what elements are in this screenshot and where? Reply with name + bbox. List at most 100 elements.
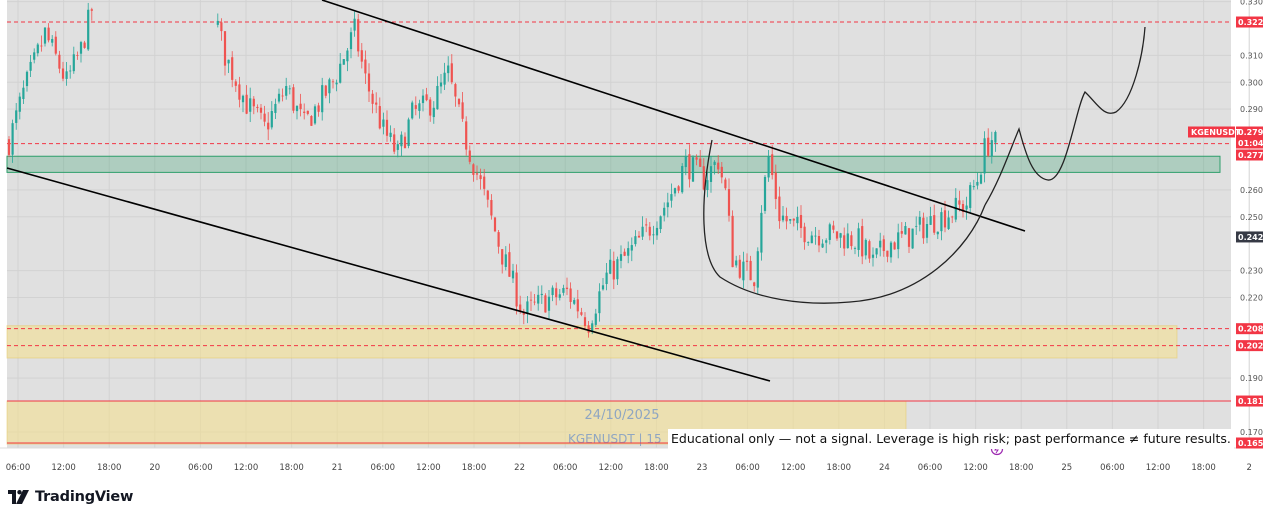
cup-curve[interactable]: [703, 139, 986, 304]
candle-down: [717, 162, 720, 170]
x-tick-label: 06:00: [735, 463, 760, 473]
candle-up: [684, 155, 687, 168]
candle-down: [267, 122, 270, 130]
candle-up: [609, 259, 612, 274]
candle-up: [655, 227, 659, 236]
candle-down: [497, 232, 500, 247]
candle-up: [573, 300, 576, 304]
candle-down: [245, 94, 248, 114]
lower-trendline[interactable]: [6, 167, 771, 382]
candle-up: [22, 87, 25, 100]
x-tick-label: 06:00: [6, 463, 31, 473]
candle-down: [861, 226, 864, 257]
resistance-zone[interactable]: [6, 155, 1221, 173]
candle-up: [241, 95, 245, 103]
candle-down: [738, 259, 741, 278]
candle-down: [576, 299, 579, 312]
candle-up: [976, 181, 979, 186]
candle-down: [375, 102, 378, 105]
candle-up: [349, 32, 353, 50]
x-axis: 06:00 12:00 18:00 20 06:00 12:00 18:00 21 06:00 1…: [6, 463, 1252, 473]
candle-up: [789, 219, 792, 221]
candle-down: [720, 166, 723, 178]
y-tick-label: 0.230: [1240, 267, 1263, 276]
candle-down: [533, 301, 536, 303]
upper-trendline[interactable]: [321, 0, 1026, 232]
candle-down: [331, 81, 335, 83]
x-tick-label: 12:00: [963, 463, 988, 473]
price-tag-text: 01:04: [1238, 139, 1263, 148]
watermark-symbol: KGENUSDT | 15: [568, 432, 662, 446]
candle-down: [450, 63, 453, 83]
candle-up: [335, 82, 338, 85]
y-tick-label: 0.220: [1240, 293, 1263, 302]
x-tick-label: 18:00: [97, 463, 122, 473]
x-tick-label: 06:00: [918, 463, 943, 473]
candle-up: [29, 61, 32, 71]
price-tag-0.2084: [1236, 323, 1263, 335]
candle-up: [767, 156, 770, 178]
candle-down: [508, 252, 511, 277]
candle-down: [688, 154, 691, 180]
candle-down: [252, 98, 255, 107]
candle-up: [504, 254, 507, 267]
candle-up: [396, 144, 399, 150]
price-tag-0.1659: [1236, 437, 1263, 449]
candle-down: [555, 288, 558, 298]
candle-up: [875, 248, 878, 255]
candle-down: [468, 150, 471, 162]
candle-up: [389, 132, 392, 138]
candle-down: [587, 325, 590, 333]
candle-up: [598, 291, 601, 314]
x-tick-label: 06:00: [1100, 463, 1125, 473]
candle-up: [871, 254, 875, 258]
projection-curve[interactable]: [984, 26, 1146, 206]
price-tag-text: 0.2425: [1238, 233, 1263, 242]
candle-up: [742, 261, 745, 281]
candle-up: [511, 270, 515, 279]
x-tick-label: 06:00: [188, 463, 213, 473]
candle-down: [425, 94, 428, 101]
tradingview-logo-icon: [8, 490, 29, 504]
candle-down: [677, 186, 680, 191]
candle-up: [439, 82, 443, 87]
candle-up: [652, 234, 655, 236]
candle-down: [7, 139, 11, 155]
candle-down: [778, 196, 781, 222]
candle-up: [796, 216, 799, 224]
candle-down: [799, 214, 803, 229]
candle-down: [519, 304, 522, 311]
candle-down: [961, 203, 965, 212]
candle-down: [306, 110, 309, 114]
candle-down: [364, 59, 367, 74]
candle-up: [421, 95, 425, 104]
candle-up: [601, 285, 605, 290]
price-tag-0.2021: [1236, 340, 1263, 352]
candle-down: [403, 136, 407, 149]
price-tag-text: 0.2084: [1238, 325, 1263, 334]
candle-down: [612, 260, 615, 280]
candle-up: [43, 27, 47, 44]
x-tick-label: 20: [149, 463, 160, 473]
candle-down: [835, 231, 839, 239]
price-tag-0.3224: [1236, 16, 1263, 28]
candle-up: [940, 212, 943, 232]
candle-down: [414, 105, 417, 109]
candle-down: [40, 45, 43, 47]
price-tag-text: 0.2021: [1238, 342, 1263, 351]
y-axis: 0.330 0.310 0.300 0.290 0.260 0.250 0.230 0.220…: [1240, 0, 1263, 437]
x-tick-label: 12:00: [51, 463, 76, 473]
candle-up: [828, 224, 831, 240]
x-tick-label: 18:00: [462, 463, 487, 473]
symbol-tag: [1188, 126, 1235, 138]
y-tick-label: 0.290: [1240, 105, 1263, 114]
y-tick-label: 0.170: [1240, 428, 1263, 437]
candle-down: [465, 121, 468, 150]
zones: [6, 155, 1221, 445]
candle-up: [735, 260, 738, 266]
candle-up: [879, 240, 882, 248]
candle-up: [627, 248, 630, 256]
candle-down: [645, 224, 648, 226]
candle-down: [792, 218, 795, 221]
